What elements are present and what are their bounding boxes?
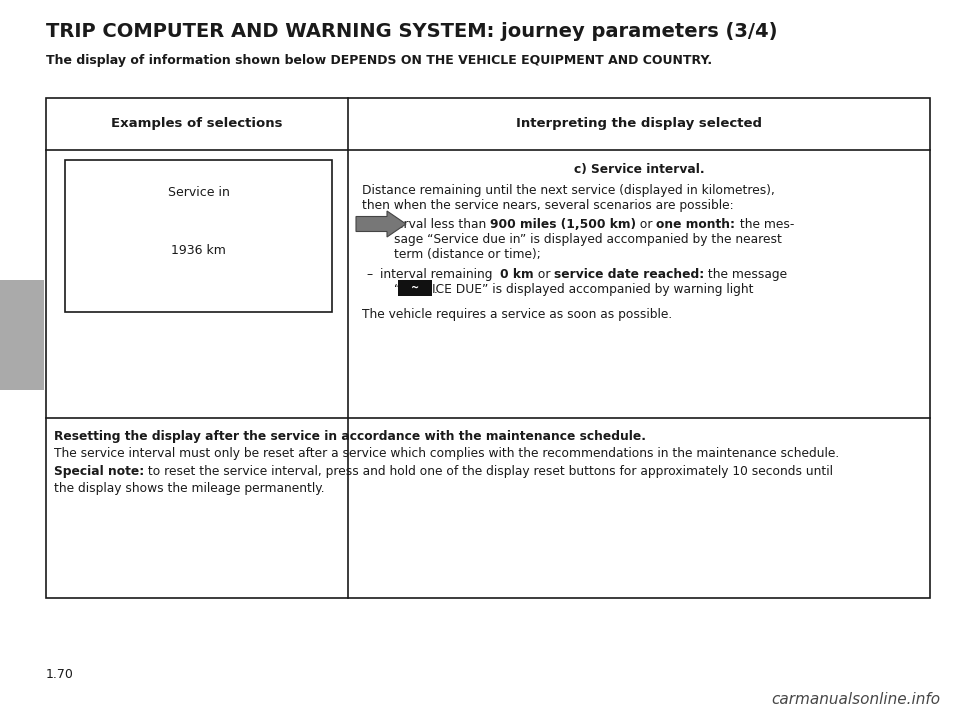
Text: –: – xyxy=(366,268,372,281)
Text: The vehicle requires a service as soon as possible.: The vehicle requires a service as soon a… xyxy=(362,308,672,321)
Bar xyxy=(398,280,432,296)
Text: the display shows the mileage permanently.: the display shows the mileage permanentl… xyxy=(54,482,324,495)
Text: the mes-: the mes- xyxy=(735,218,794,231)
Bar xyxy=(0,280,44,390)
Text: “SERVICE DUE” is displayed accompanied by warning light: “SERVICE DUE” is displayed accompanied b… xyxy=(0,709,1,710)
Text: TRIP COMPUTER AND WARNING SYSTEM: journey parameters (3/4): TRIP COMPUTER AND WARNING SYSTEM: journe… xyxy=(46,22,778,41)
Text: 900 miles (1,500 km): 900 miles (1,500 km) xyxy=(491,218,636,231)
Text: “SERVICE DUE” is displayed accompanied by warning light: “SERVICE DUE” is displayed accompanied b… xyxy=(394,283,754,296)
Text: 0 km: 0 km xyxy=(500,268,534,281)
Text: service date reached:: service date reached: xyxy=(554,268,705,281)
Text: the message: the message xyxy=(705,268,787,281)
Text: interval remaining: interval remaining xyxy=(380,268,500,281)
Text: The service interval must only be reset after a service which complies with the : The service interval must only be reset … xyxy=(54,447,839,460)
Text: –: – xyxy=(366,218,372,231)
Text: Interpreting the display selected: Interpreting the display selected xyxy=(516,117,762,131)
Text: then when the service nears, several scenarios are possible:: then when the service nears, several sce… xyxy=(362,199,733,212)
Text: or: or xyxy=(534,268,554,281)
Text: 1936 km: 1936 km xyxy=(171,244,226,256)
Text: carmanualsonline.info: carmanualsonline.info xyxy=(771,692,940,707)
Text: .: . xyxy=(434,283,438,296)
Text: Examples of selections: Examples of selections xyxy=(111,117,283,131)
Text: one month:: one month: xyxy=(657,218,735,231)
Text: Resetting the display after the service in accordance with the maintenance sched: Resetting the display after the service … xyxy=(54,430,646,443)
Text: 1.70: 1.70 xyxy=(46,668,74,681)
Text: or: or xyxy=(636,218,657,231)
Text: interval less than: interval less than xyxy=(380,218,491,231)
Text: Special note:: Special note: xyxy=(54,465,144,478)
Text: Distance remaining until the next service (displayed in kilometres),: Distance remaining until the next servic… xyxy=(362,184,775,197)
FancyArrow shape xyxy=(356,211,406,237)
Bar xyxy=(65,160,332,312)
Bar xyxy=(46,98,930,598)
Text: The display of information shown below DEPENDS ON THE VEHICLE EQUIPMENT AND COUN: The display of information shown below D… xyxy=(46,54,712,67)
Text: sage “Service due in” is displayed accompanied by the nearest: sage “Service due in” is displayed accom… xyxy=(394,233,781,246)
Text: term (distance or time);: term (distance or time); xyxy=(394,248,540,261)
Text: c) Service interval.: c) Service interval. xyxy=(574,163,705,176)
Text: to reset the service interval, press and hold one of the display reset buttons f: to reset the service interval, press and… xyxy=(144,465,833,478)
Text: ~: ~ xyxy=(411,283,420,293)
Text: Service in: Service in xyxy=(168,185,229,199)
